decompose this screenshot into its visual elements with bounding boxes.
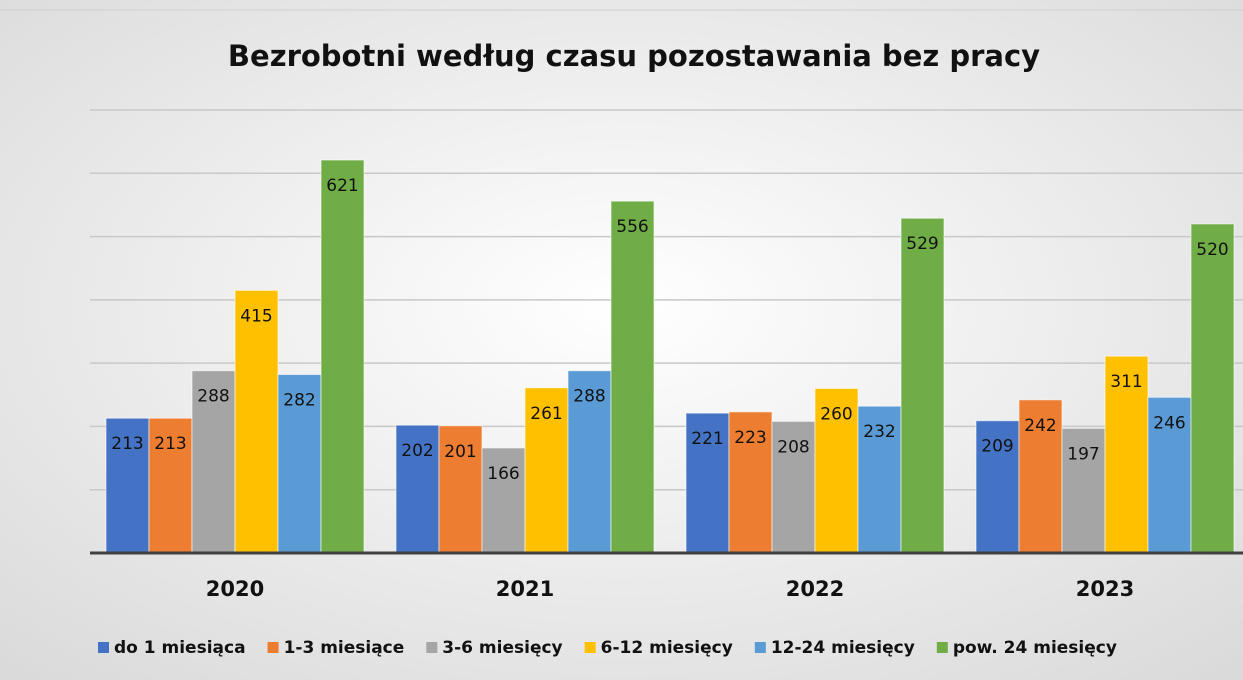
bar	[900, 217, 945, 554]
data-label: 242	[1024, 416, 1056, 436]
legend-swatch	[584, 642, 596, 653]
data-label: 221	[691, 429, 723, 449]
bar	[567, 370, 612, 554]
bar	[148, 417, 193, 554]
data-label: 213	[154, 434, 186, 454]
bar	[1061, 427, 1106, 554]
x-tick-label: 2020	[206, 577, 264, 601]
data-label: 208	[777, 437, 809, 457]
data-label: 213	[111, 434, 143, 454]
bar	[1104, 355, 1149, 554]
legend-label: do 1 miesiąca	[114, 638, 246, 658]
bar	[481, 447, 526, 554]
data-label: 556	[616, 217, 648, 237]
data-label: 282	[283, 391, 315, 411]
data-label: 621	[326, 176, 358, 196]
bar	[610, 200, 655, 554]
legend-label: 1-3 miesiące	[284, 638, 405, 658]
data-label: 223	[734, 428, 766, 448]
bar	[771, 420, 816, 554]
legend-label: 12-24 miesięcy	[771, 638, 915, 658]
legend-swatch	[267, 642, 279, 653]
legend-swatch	[936, 642, 948, 653]
bar	[1018, 399, 1063, 554]
bar	[105, 417, 150, 554]
data-label: 232	[863, 422, 895, 442]
bar	[234, 289, 279, 554]
data-label: 261	[530, 404, 562, 424]
bar	[191, 370, 236, 554]
data-label: 288	[197, 387, 229, 407]
legend-label: 6-12 miesięcy	[601, 638, 733, 658]
legend-label: 3-6 miesięcy	[442, 638, 562, 658]
legend-swatch	[98, 642, 109, 653]
data-label: 260	[820, 404, 852, 424]
data-label: 520	[1196, 240, 1228, 260]
data-label: 529	[906, 234, 938, 254]
bar	[277, 374, 322, 554]
legend-swatch	[754, 642, 766, 653]
data-label: 209	[981, 437, 1013, 457]
data-label: 201	[444, 442, 476, 462]
data-label: 288	[573, 387, 605, 407]
data-label: 415	[240, 306, 272, 326]
bar	[685, 412, 730, 554]
legend-label: pow. 24 miesięcy	[953, 638, 1117, 658]
x-tick-label: 2022	[786, 577, 844, 601]
bar	[1190, 223, 1235, 554]
data-label: 311	[1110, 372, 1142, 392]
data-label: 166	[487, 464, 519, 484]
bar	[728, 411, 773, 554]
data-label: 246	[1153, 413, 1185, 433]
data-label: 202	[401, 441, 433, 461]
bar	[320, 159, 365, 554]
chart-title: Bezrobotni według czasu pozostawania bez…	[228, 39, 1040, 73]
data-label: 197	[1067, 444, 1099, 464]
x-tick-label: 2023	[1076, 577, 1134, 601]
x-tick-label: 2021	[496, 577, 554, 601]
legend-swatch	[426, 642, 438, 653]
